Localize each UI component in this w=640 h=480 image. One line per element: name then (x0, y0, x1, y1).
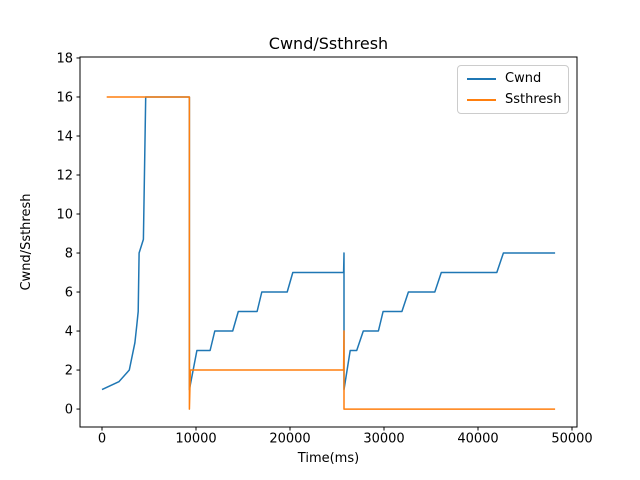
y-tick-label: 4 (65, 325, 73, 340)
x-tick-label: 20000 (269, 432, 310, 447)
legend-item-cwnd: Cwnd (467, 71, 559, 87)
x-tick-label: 50000 (551, 432, 592, 447)
y-tick-label: 18 (56, 51, 73, 66)
ssthresh-line (106, 96, 556, 410)
legend: Cwnd Ssthresh (457, 65, 569, 114)
y-tick-label: 0 (65, 403, 73, 418)
x-tick-label: 0 (98, 432, 106, 447)
y-tick-label: 8 (65, 247, 73, 262)
y-tick-label: 14 (56, 129, 73, 144)
cwnd-line (101, 96, 556, 391)
legend-label-ssthresh: Ssthresh (505, 92, 562, 107)
cwnd-line-swatch (467, 78, 496, 80)
y-tick-label: 6 (65, 286, 73, 301)
legend-item-ssthresh: Ssthresh (467, 92, 562, 108)
y-tick-label: 2 (65, 364, 73, 379)
plot-border (79, 56, 578, 428)
y-tick-label: 10 (56, 208, 73, 223)
x-tick-label: 30000 (363, 432, 404, 447)
y-tick-label: 12 (56, 169, 73, 184)
x-tick-label: 40000 (457, 432, 498, 447)
x-axis-label: Time(ms) (297, 451, 360, 466)
ssthresh-line-swatch (467, 99, 496, 101)
y-tick-label: 16 (56, 90, 73, 105)
x-tick-label: 10000 (175, 432, 216, 447)
legend-label-cwnd: Cwnd (505, 71, 542, 86)
chart-title: Cwnd/Ssthresh (268, 34, 389, 53)
